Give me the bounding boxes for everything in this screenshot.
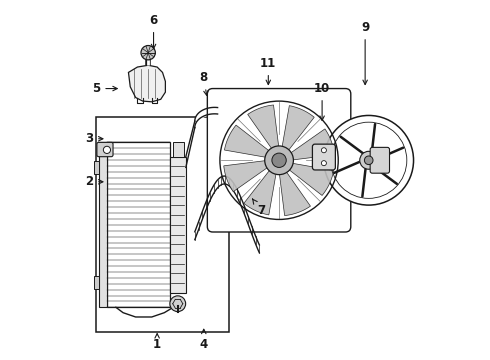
Circle shape xyxy=(321,161,326,166)
Polygon shape xyxy=(224,160,270,192)
Text: 6: 6 xyxy=(149,14,158,49)
Text: 10: 10 xyxy=(314,82,330,120)
Text: 9: 9 xyxy=(361,21,369,85)
Polygon shape xyxy=(282,105,314,153)
Text: 8: 8 xyxy=(199,71,208,95)
Text: 7: 7 xyxy=(252,199,265,217)
Bar xyxy=(96,117,229,332)
Bar xyxy=(94,276,99,289)
Bar xyxy=(173,142,184,157)
Polygon shape xyxy=(288,129,334,160)
Circle shape xyxy=(365,156,373,165)
Circle shape xyxy=(103,146,111,153)
Text: 4: 4 xyxy=(199,329,208,351)
Bar xyxy=(170,157,186,293)
Circle shape xyxy=(141,45,155,60)
Circle shape xyxy=(324,116,414,205)
Circle shape xyxy=(265,146,294,175)
Polygon shape xyxy=(224,125,271,158)
Polygon shape xyxy=(244,168,276,215)
Polygon shape xyxy=(287,163,334,195)
FancyBboxPatch shape xyxy=(207,89,351,232)
Circle shape xyxy=(272,153,286,167)
Polygon shape xyxy=(128,65,166,102)
FancyBboxPatch shape xyxy=(313,144,335,170)
Text: 11: 11 xyxy=(260,57,276,85)
Circle shape xyxy=(360,151,378,169)
Bar xyxy=(107,142,170,307)
FancyBboxPatch shape xyxy=(97,142,113,157)
Text: 1: 1 xyxy=(153,334,161,351)
Circle shape xyxy=(321,148,326,153)
Text: 5: 5 xyxy=(92,82,117,95)
Bar xyxy=(94,161,99,174)
Text: 3: 3 xyxy=(85,132,103,145)
Bar xyxy=(99,142,107,307)
Circle shape xyxy=(170,296,186,312)
FancyBboxPatch shape xyxy=(370,147,390,173)
Polygon shape xyxy=(247,105,279,151)
Text: 2: 2 xyxy=(85,175,103,188)
Polygon shape xyxy=(279,170,311,216)
